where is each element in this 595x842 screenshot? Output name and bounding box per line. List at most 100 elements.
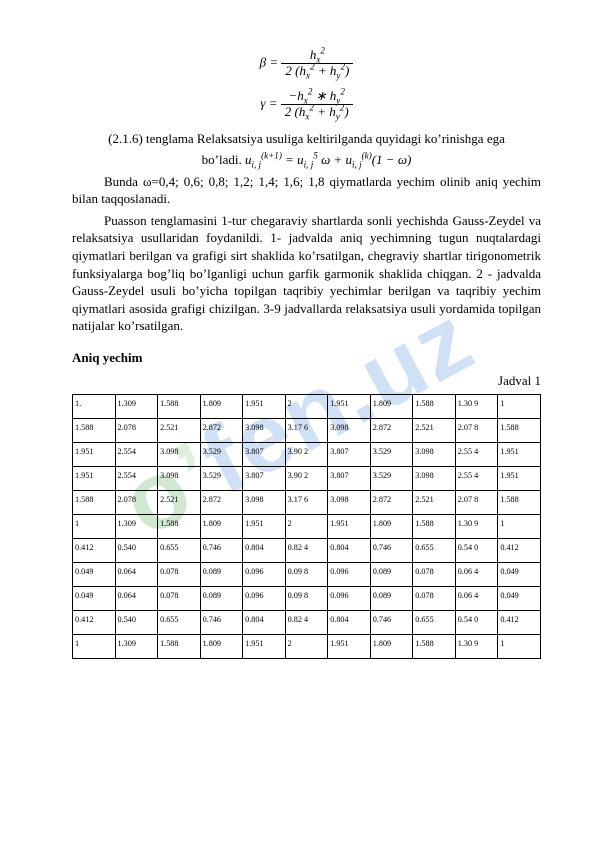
- table-row: 11.3091.5881.8091.95121.9511.8091.5881.3…: [73, 634, 541, 658]
- table-cell: 3.529: [370, 466, 413, 490]
- gamma-fraction: −hx2 ∗ hy2 2 (hx2 + hy2): [281, 89, 353, 120]
- table-cell: 1.809: [370, 514, 413, 538]
- table-cell: 2.521: [413, 418, 456, 442]
- table-cell: 3.529: [370, 442, 413, 466]
- table-cell: 0.06 4: [455, 586, 498, 610]
- table-cell: 1.951: [243, 634, 286, 658]
- table-cell: 2.554: [115, 466, 158, 490]
- table-cell: 3.90 2: [285, 466, 328, 490]
- inline-equation: ui, j(k+1) = ui, j5 ω + ui, j(k)(1 − ω): [245, 152, 411, 167]
- beta-fraction: hx2 2 (hx2 + hy2): [281, 48, 353, 79]
- para-omega-pre: Bunda: [104, 174, 143, 189]
- table-cell: 1.809: [200, 514, 243, 538]
- table-cell: 1.: [73, 394, 116, 418]
- table-cell: 1.809: [200, 634, 243, 658]
- table-cell: 0.804: [328, 538, 371, 562]
- inline-label: bo’ladi.: [202, 152, 242, 167]
- table-cell: 3.90 2: [285, 442, 328, 466]
- table-cell: 1.309: [115, 394, 158, 418]
- table-cell: 3.098: [243, 490, 286, 514]
- table-row: 1.9512.5543.0983.5293.8073.90 23.8073.52…: [73, 466, 541, 490]
- table-cell: 0.049: [498, 562, 541, 586]
- table-cell: 1.30 9: [455, 634, 498, 658]
- table-cell: 0.064: [115, 562, 158, 586]
- table-cell: 1.809: [370, 634, 413, 658]
- table-cell: 1.30 9: [455, 514, 498, 538]
- table-cell: 2.55 4: [455, 442, 498, 466]
- table-cell: 3.098: [328, 418, 371, 442]
- table-cell: 0.06 4: [455, 562, 498, 586]
- table-cell: 3.807: [328, 466, 371, 490]
- table-row: 1.9512.5543.0983.5293.8073.90 23.8073.52…: [73, 442, 541, 466]
- table-row: 1.5882.0782.5212.8723.0983.17 63.0982.87…: [73, 418, 541, 442]
- table-cell: 1.309: [115, 634, 158, 658]
- beta-lhs: β =: [260, 54, 282, 69]
- table-cell: 3.807: [243, 466, 286, 490]
- table-cell: 1.951: [328, 394, 371, 418]
- para-inline-formula: bo’ladi. ui, j(k+1) = ui, j5 ω + ui, j(k…: [72, 151, 541, 169]
- para-lead: (2.1.6) tenglama Relaksatsiya usuliga ke…: [72, 130, 541, 148]
- table-cell: 0.078: [158, 562, 201, 586]
- table-cell: 1: [498, 634, 541, 658]
- table-cell: 0.655: [158, 538, 201, 562]
- table-row: 0.4120.5400.6550.7460.8040.82 40.8040.74…: [73, 538, 541, 562]
- para-lead-text: (2.1.6) tenglama Relaksatsiya usuliga ke…: [108, 131, 505, 146]
- table-cell: 0.096: [328, 562, 371, 586]
- table-cell: 1.951: [243, 514, 286, 538]
- table-cell: 0.804: [243, 610, 286, 634]
- table-cell: 3.098: [413, 466, 456, 490]
- table-cell: 3.529: [200, 442, 243, 466]
- para-main: Puasson tenglamasini 1-tur chegaraviy sh…: [72, 212, 541, 335]
- table-row: 0.4120.5400.6550.7460.8040.82 40.8040.74…: [73, 610, 541, 634]
- table-cell: 1.951: [328, 514, 371, 538]
- table-cell: 2.07 8: [455, 418, 498, 442]
- table-cell: 3.807: [328, 442, 371, 466]
- table-cell: 1: [498, 394, 541, 418]
- table-cell: 2.554: [115, 442, 158, 466]
- table-row: 1.1.3091.5881.8091.95121.9511.8091.5881.…: [73, 394, 541, 418]
- para-omega: Bunda ω=0,4; 0,6; 0,8; 1,2; 1,4; 1,6; 1,…: [72, 173, 541, 208]
- table-cell: 1.588: [73, 418, 116, 442]
- table-cell: 1.588: [498, 418, 541, 442]
- table-cell: 0.078: [413, 586, 456, 610]
- table-cell: 0.746: [370, 610, 413, 634]
- table-row: 11.3091.5881.8091.95121.9511.8091.5881.3…: [73, 514, 541, 538]
- table-cell: 0.096: [328, 586, 371, 610]
- page-content: β = hx2 2 (hx2 + hy2) γ = −hx2 ∗ hy2 2 (…: [0, 0, 595, 699]
- table-cell: 0.82 4: [285, 610, 328, 634]
- table-cell: 2.872: [370, 418, 413, 442]
- para-omega-vals: ω=0,4; 0,6; 0,8; 1,2; 1,4; 1,6; 1,8: [143, 174, 325, 189]
- table-cell: 0.54 0: [455, 610, 498, 634]
- table-cell: 0.412: [498, 538, 541, 562]
- table-cell: 0.089: [200, 562, 243, 586]
- table-cell: 0.049: [73, 562, 116, 586]
- table-cell: 2: [285, 634, 328, 658]
- data-table: 1.1.3091.5881.8091.95121.9511.8091.5881.…: [72, 394, 541, 659]
- table-cell: 0.096: [243, 562, 286, 586]
- table-cell: 0.064: [115, 586, 158, 610]
- section-title: Aniq yechim: [72, 349, 541, 367]
- table-cell: 0.746: [200, 610, 243, 634]
- table-cell: 1.30 9: [455, 394, 498, 418]
- table-cell: 2.521: [158, 490, 201, 514]
- table-cell: 3.098: [328, 490, 371, 514]
- table-cell: 2.078: [115, 418, 158, 442]
- table-cell: 3.17 6: [285, 418, 328, 442]
- table-cell: 0.655: [158, 610, 201, 634]
- table-cell: 0.096: [243, 586, 286, 610]
- table-cell: 0.804: [328, 610, 371, 634]
- table-cell: 1.951: [243, 394, 286, 418]
- table-cell: 1.588: [158, 394, 201, 418]
- table-label: Jadval 1: [72, 372, 541, 390]
- table-cell: 2.078: [115, 490, 158, 514]
- table-cell: 0.049: [498, 586, 541, 610]
- table-cell: 0.82 4: [285, 538, 328, 562]
- table-cell: 1.951: [73, 466, 116, 490]
- table-cell: 3.098: [158, 442, 201, 466]
- table-cell: 1: [498, 514, 541, 538]
- table-cell: 1.588: [413, 394, 456, 418]
- table-cell: 1.809: [370, 394, 413, 418]
- table-cell: 1.809: [200, 394, 243, 418]
- table-cell: 1.588: [158, 514, 201, 538]
- table-cell: 0.746: [200, 538, 243, 562]
